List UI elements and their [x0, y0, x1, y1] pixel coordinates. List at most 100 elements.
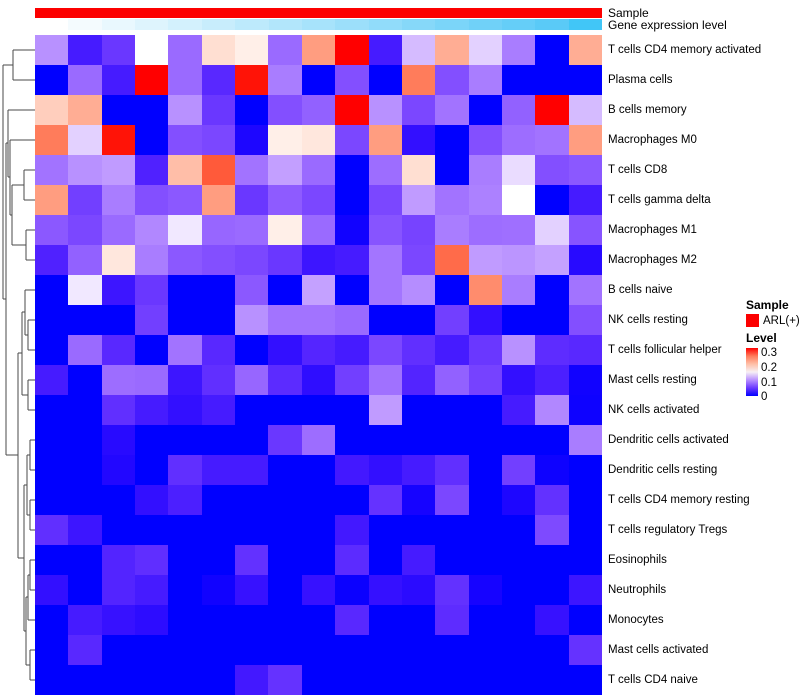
heatmap-cell — [168, 185, 202, 215]
heatmap-cell — [435, 605, 469, 635]
row-labels: T cells CD4 memory activated Plasma cells… — [608, 35, 798, 695]
heatmap-cell — [468, 365, 502, 395]
heatmap-cell — [368, 305, 402, 335]
heatmap-cell — [35, 305, 69, 335]
heatmap-cell — [101, 635, 136, 665]
row-label: T cells regulatory Tregs — [608, 524, 728, 536]
heatmap-cell — [301, 95, 336, 125]
heatmap-cell — [468, 455, 502, 485]
row-label: T cells follicular helper — [608, 344, 722, 356]
heatmap-cell — [168, 545, 202, 575]
heatmap-cell — [201, 515, 236, 545]
heatmap-cell — [35, 575, 69, 605]
heatmap-cell — [368, 65, 402, 95]
row-label: B cells memory — [608, 104, 687, 116]
heatmap-cell — [135, 245, 169, 275]
heatmap-cell — [268, 155, 302, 185]
heatmap-cell — [235, 215, 269, 245]
heatmap-cell — [568, 335, 602, 365]
heatmap-cell — [335, 365, 369, 395]
heatmap-cell — [535, 65, 569, 95]
heatmap-cell — [435, 485, 469, 515]
heatmap-cell — [468, 215, 502, 245]
heatmap-cell — [68, 395, 102, 425]
heatmap-cell — [568, 245, 602, 275]
heatmap-cell — [401, 155, 436, 185]
heatmap-cell — [101, 455, 136, 485]
heatmap-cell — [568, 155, 602, 185]
heatmap-cell — [268, 185, 302, 215]
heatmap-cell — [168, 125, 202, 155]
heatmap-cell — [368, 575, 402, 605]
heatmap-cell — [535, 305, 569, 335]
heatmap-cell — [101, 275, 136, 305]
gene-expression-annotation-cell — [235, 19, 269, 30]
heatmap-cell — [301, 215, 336, 245]
level-legend-gradient — [746, 348, 758, 396]
heatmap-cell — [135, 665, 169, 695]
heatmap-cell — [235, 515, 269, 545]
heatmap-cell — [135, 35, 169, 65]
heatmap-cell — [468, 575, 502, 605]
heatmap-cell — [568, 575, 602, 605]
heatmap-cell — [335, 335, 369, 365]
heatmap-cell — [235, 95, 269, 125]
heatmap-cell — [35, 635, 69, 665]
heatmap-cell — [135, 215, 169, 245]
heatmap-cell — [35, 605, 69, 635]
heatmap-cell — [401, 185, 436, 215]
heatmap-cell — [135, 485, 169, 515]
heatmap-cell — [235, 125, 269, 155]
heatmap-cell — [368, 185, 402, 215]
heatmap-cell — [335, 485, 369, 515]
heatmap-cell — [435, 395, 469, 425]
heatmap-cell — [201, 575, 236, 605]
heatmap-cell — [401, 335, 436, 365]
heatmap-cell — [568, 485, 602, 515]
heatmap-cell — [368, 125, 402, 155]
heatmap-cell — [568, 215, 602, 245]
heatmap-cell — [268, 65, 302, 95]
heatmap-cell — [35, 665, 69, 695]
heatmap-cell — [301, 455, 336, 485]
heatmap-cell — [468, 605, 502, 635]
heatmap-cell — [68, 575, 102, 605]
heatmap-cell — [268, 275, 302, 305]
level-tick-label: 0.3 — [761, 347, 777, 359]
heatmap-cell — [368, 485, 402, 515]
heatmap-cell — [235, 275, 269, 305]
row-label: Macrophages M1 — [608, 224, 697, 236]
gene-expression-annotation-cell — [568, 19, 603, 30]
heatmap-cell — [201, 125, 236, 155]
heatmap-cell — [435, 275, 469, 305]
heatmap-cell — [268, 665, 302, 695]
row-label: T cells gamma delta — [608, 194, 711, 206]
heatmap-cell — [68, 95, 102, 125]
heatmap-cell — [168, 335, 202, 365]
heatmap-cell — [201, 455, 236, 485]
heatmap-cell — [535, 575, 569, 605]
heatmap-cell — [335, 515, 369, 545]
heatmap-cell — [568, 125, 602, 155]
gene-expression-annotation-cell — [502, 19, 536, 30]
heatmap-cell — [368, 365, 402, 395]
heatmap-cell — [568, 365, 602, 395]
heatmap-cell — [35, 245, 69, 275]
heatmap-cell — [368, 35, 402, 65]
row-label: Macrophages M0 — [608, 134, 697, 146]
heatmap-cell — [501, 395, 536, 425]
heatmap-cell — [35, 35, 69, 65]
heatmap-cell — [268, 215, 302, 245]
row-label: Monocytes — [608, 614, 664, 626]
heatmap-cell — [101, 155, 136, 185]
heatmap-cell — [35, 545, 69, 575]
heatmap-cell — [335, 35, 369, 65]
heatmap-cell — [335, 305, 369, 335]
heatmap-cell — [35, 425, 69, 455]
heatmap-cell — [168, 65, 202, 95]
heatmap-cell — [268, 545, 302, 575]
heatmap-cell — [501, 335, 536, 365]
heatmap-cell — [301, 35, 336, 65]
heatmap-cell — [368, 605, 402, 635]
heatmap-cell — [268, 95, 302, 125]
